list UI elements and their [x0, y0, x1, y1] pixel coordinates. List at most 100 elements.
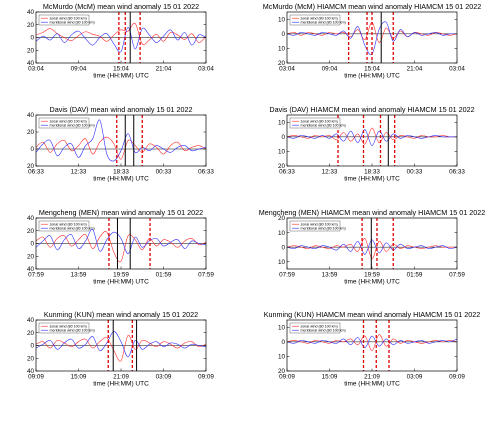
zonal-wind-line: [36, 22, 206, 45]
x-tick-label: 21:09: [364, 374, 380, 381]
x-tick-label: 13:59: [71, 272, 87, 279]
y-tick-label: 10: [278, 46, 286, 53]
x-axis-label: time (HH:MM) UTC: [93, 381, 149, 388]
x-tick-label: 21:09: [113, 374, 129, 381]
x-tick-label: 03:04: [449, 66, 465, 73]
x-tick-label: 00:33: [407, 169, 423, 176]
x-axis-label: time (HH:MM) UTC: [344, 73, 400, 80]
x-tick-label: 18:33: [113, 169, 129, 176]
meridional-wind-line: [36, 26, 206, 53]
chart-title: Davis (DAV) mean wind anomaly 15 01 2022: [50, 105, 193, 114]
x-tick-label: 09:04: [322, 66, 338, 73]
x-axis-label: time (HH:MM) UTC: [93, 279, 149, 286]
x-tick-label: 09:09: [198, 374, 214, 381]
legend: zonal wind (80 100 km)meridional wind (8…: [289, 117, 346, 129]
y-tick-label: 40: [27, 317, 35, 324]
y-tick-label: 10: [278, 149, 286, 156]
y-tick-label: 40: [27, 215, 35, 222]
y-tick-label: 20: [27, 253, 35, 260]
x-axis-label: time (HH:MM) UTC: [93, 73, 149, 80]
legend-label: meridional wind (80 100 km): [50, 123, 95, 127]
chart-title: Kunming (KUN) mean wind anomaly 15 01 20…: [44, 310, 198, 319]
legend-box: [289, 117, 341, 129]
series-group: [287, 334, 457, 351]
chart-title: Davis (DAV) HIAMCM mean wind anomaly HIA…: [269, 105, 474, 114]
legend-label: meridional wind (80 100 km): [301, 20, 346, 24]
series-group: [36, 22, 206, 53]
x-tick-label: 03:04: [279, 66, 295, 73]
legend-label: zonal wind (80 100 km): [301, 119, 338, 123]
legend-label: zonal wind (80 100 km): [301, 324, 338, 328]
legend-label: meridional wind (80 100 km): [50, 20, 95, 24]
y-tick-label: 10: [278, 324, 286, 331]
x-tick-label: 07:59: [279, 272, 295, 279]
y-tick-label: 0: [281, 244, 285, 251]
legend-label: zonal wind (80 100 km): [50, 119, 87, 123]
y-tick-label: 10: [278, 119, 286, 126]
x-tick-label: 09:04: [71, 66, 87, 73]
y-tick-label: 40: [27, 368, 35, 375]
x-tick-label: 09:09: [279, 374, 295, 381]
zonal-wind-line: [287, 334, 457, 351]
legend-label: meridional wind (80 100 km): [301, 226, 346, 230]
legend-box: [289, 220, 341, 232]
legend: zonal wind (80 100 km)meridional wind (8…: [289, 322, 346, 334]
y-tick-label: 20: [27, 163, 35, 170]
meridional-wind-line: [287, 129, 457, 146]
y-tick-label: 20: [27, 330, 35, 337]
meridional-wind-line: [36, 229, 206, 254]
x-tick-label: 01:59: [156, 272, 172, 279]
y-tick-label: 20: [27, 355, 35, 362]
y-tick-label: 10: [278, 230, 286, 237]
y-tick-label: 20: [27, 129, 35, 136]
y-tick-label: 0: [30, 146, 34, 153]
y-tick-label: 0: [30, 343, 34, 350]
y-tick-label: 20: [278, 163, 286, 170]
chart-panel-7: Kunming (KUN) mean wind anomaly 15 01 20…: [27, 310, 214, 388]
y-tick-label: 40: [27, 266, 35, 273]
y-tick-label: 10: [278, 354, 286, 361]
x-tick-label: 03:09: [407, 374, 423, 381]
x-tick-label: 09:09: [28, 374, 44, 381]
meridional-wind-line: [287, 335, 457, 348]
zonal-wind-line: [36, 231, 206, 263]
legend-label: meridional wind (80 100 km): [301, 123, 346, 127]
legend-box: [38, 220, 90, 232]
x-tick-label: 15:09: [322, 374, 338, 381]
y-tick-label: 40: [27, 60, 35, 67]
chart-title: Mengcheng (MEN) mean wind anomaly 15 01 …: [39, 208, 203, 217]
legend: zonal wind (80 100 km)meridional wind (8…: [38, 117, 95, 129]
x-tick-label: 06:33: [198, 169, 214, 176]
chart-panel-1: McMurdo (McM) mean wind anomaly 15 01 20…: [27, 2, 214, 80]
y-tick-label: 0: [281, 31, 285, 38]
x-tick-label: 03:04: [28, 66, 44, 73]
legend-label: meridional wind (80 100 km): [50, 226, 95, 230]
x-tick-label: 18:33: [364, 169, 380, 176]
legend: zonal wind (80 100 km)meridional wind (8…: [38, 14, 95, 26]
legend-label: meridional wind (80 100 km): [50, 328, 95, 332]
meridional-wind-line: [36, 331, 206, 358]
x-tick-label: 06:33: [449, 169, 465, 176]
chart-panel-6: Mengcheng (MEN) HIAMCM mean wind anomaly…: [259, 208, 486, 286]
chart-panel-5: Mengcheng (MEN) mean wind anomaly 15 01 …: [27, 208, 214, 286]
legend: zonal wind (80 100 km)meridional wind (8…: [289, 220, 346, 232]
meridional-wind-line: [287, 239, 457, 255]
y-tick-label: 20: [278, 60, 286, 67]
x-tick-label: 06:33: [28, 169, 44, 176]
chart-panel-3: Davis (DAV) mean wind anomaly 15 01 2022…: [27, 105, 214, 183]
y-tick-label: 10: [278, 16, 286, 23]
x-tick-label: 15:04: [364, 66, 380, 73]
x-tick-label: 21:04: [156, 66, 172, 73]
zonal-wind-line: [36, 136, 206, 160]
x-axis-label: time (HH:MM) UTC: [344, 176, 400, 183]
legend: zonal wind (80 100 km)meridional wind (8…: [289, 14, 346, 26]
chart-panel-2: McMurdo (McM) HIAMCM mean wind anomaly H…: [263, 2, 481, 80]
legend-box: [38, 14, 90, 26]
x-tick-label: 03:09: [156, 374, 172, 381]
y-tick-label: 10: [278, 259, 286, 266]
zonal-wind-line: [287, 238, 457, 260]
chart-title: Mengcheng (MEN) HIAMCM mean wind anomaly…: [259, 208, 486, 217]
x-tick-label: 07:59: [449, 272, 465, 279]
x-tick-label: 19:59: [113, 272, 129, 279]
